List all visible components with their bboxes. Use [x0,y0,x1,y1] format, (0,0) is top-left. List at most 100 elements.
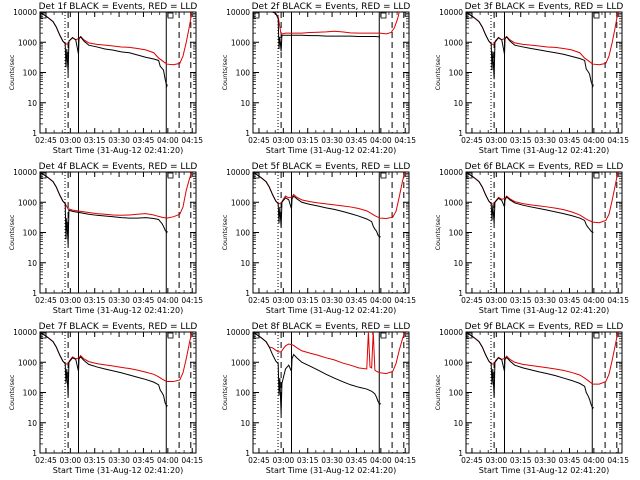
x-tick-label: 03:00 [486,296,508,305]
x-tick-label: 03:45 [346,296,368,305]
y-tick-label: 100 [449,229,464,238]
x-tick-label: 04:00 [370,136,392,145]
detector-panel: Det 8f BLACK = Events, RED = LLD 1 10 100 10… [221,322,416,475]
x-tick-label: 03:30 [321,456,343,465]
x-tick-label: 03:30 [108,136,130,145]
x-tick-label: 04:00 [583,136,605,145]
x-tick-label: 04:15 [607,296,629,305]
x-tick-label: 03:45 [133,456,155,465]
x-tick-label: 03:45 [133,136,155,145]
x-tick-label: 02:45 [461,136,483,145]
y-axis-label: Counts/sec [8,214,16,250]
x-tick-label: 03:30 [534,136,556,145]
x-tick-label: 04:00 [370,296,392,305]
y-tick-label: 10000 [226,168,250,177]
y-tick-label: 1000 [444,198,463,207]
y-tick-label: 100 [449,389,464,398]
y-tick-label: 10000 [13,168,37,177]
x-axis-label: Start Time (31-Aug-12 02:41:20) [479,306,610,315]
events-series-line [40,12,168,89]
corner-marker [40,332,47,339]
x-tick-label: 03:45 [346,456,368,465]
y-tick-label: 100 [23,389,38,398]
x-tick-label: 04:00 [157,136,179,145]
y-tick-label: 10 [453,259,463,268]
y-tick-label: 1000 [444,358,463,367]
detector-panel: Det 2f BLACK = Events, RED = LLD 1 10 100 10… [221,2,416,155]
x-tick-label: 03:30 [108,296,130,305]
y-tick-label: 10000 [439,328,463,337]
x-axis-label: Start Time (31-Aug-12 02:41:20) [266,306,397,315]
y-tick-label: 10 [453,419,463,428]
y-tick-label: 10000 [13,8,37,17]
x-tick-label: 02:45 [248,296,270,305]
lld-series-line [466,172,619,224]
x-tick-label: 03:15 [84,136,106,145]
y-tick-label: 1 [32,289,37,298]
y-tick-label: 1 [458,289,463,298]
corner-marker [466,12,473,19]
lld-series-line [253,172,406,220]
y-tick-label: 10 [240,259,250,268]
y-tick-label: 10000 [439,8,463,17]
lld-series-line [466,12,619,66]
panel-title: Det 4f BLACK = Events, RED = LLD [39,162,198,172]
y-axis-label: Counts/sec [434,214,442,250]
y-tick-label: 10 [27,99,37,108]
y-tick-label: 10 [240,419,250,428]
y-tick-label: 1 [245,449,250,458]
x-tick-label: 03:00 [273,296,295,305]
y-tick-label: 1 [458,129,463,138]
events-series-line [253,172,381,238]
y-tick-label: 1000 [231,358,250,367]
y-tick-label: 100 [236,389,251,398]
corner-marker [466,172,473,179]
x-tick-label: 03:00 [273,136,295,145]
y-tick-label: 100 [449,69,464,78]
x-tick-label: 03:15 [510,456,532,465]
lld-series-line [40,332,193,383]
plot-frame [39,11,197,134]
x-tick-label: 03:00 [486,456,508,465]
y-axis-label: Counts/sec [434,54,442,90]
x-axis-label: Start Time (31-Aug-12 02:41:20) [53,146,184,155]
x-tick-label: 03:45 [559,296,581,305]
x-tick-label: 03:45 [133,296,155,305]
x-axis-label: Start Time (31-Aug-12 02:41:20) [266,146,397,155]
corner-marker [40,12,47,19]
x-tick-label: 04:00 [583,456,605,465]
x-tick-label: 03:15 [510,296,532,305]
y-axis-label: Counts/sec [221,54,229,90]
x-tick-label: 03:30 [321,136,343,145]
x-tick-label: 02:45 [248,136,270,145]
y-tick-label: 10 [240,99,250,108]
y-tick-label: 100 [236,69,251,78]
corner-marker [466,332,473,339]
x-tick-label: 03:30 [108,456,130,465]
events-series-line [466,12,594,88]
detector-panel: Det 9f BLACK = Events, RED = LLD 1 10 100 10… [434,322,629,475]
plot-frame [39,331,197,454]
x-tick-label: 03:45 [346,136,368,145]
lld-series-line [40,172,193,219]
y-tick-label: 1 [245,129,250,138]
y-tick-label: 100 [23,69,38,78]
corner-marker [380,172,387,179]
y-tick-label: 10 [27,259,37,268]
x-tick-label: 04:15 [394,296,416,305]
y-tick-label: 10000 [13,328,37,337]
y-tick-label: 1000 [18,198,37,207]
panel-title: Det 2f BLACK = Events, RED = LLD [252,2,411,12]
detector-panel: Det 5f BLACK = Events, RED = LLD 1 10 100 10… [221,162,416,315]
detector-panel: Det 7f BLACK = Events, RED = LLD 1 10 100 10… [8,322,203,475]
panel-title: Det 8f BLACK = Events, RED = LLD [252,322,411,332]
plot-frame [465,11,623,134]
lld-series-line [253,12,400,36]
panel-title: Det 5f BLACK = Events, RED = LLD [252,162,411,172]
panel-title: Det 3f BLACK = Events, RED = LLD [465,2,624,12]
x-tick-label: 03:30 [534,456,556,465]
x-tick-label: 04:15 [181,136,203,145]
x-tick-label: 03:15 [510,136,532,145]
x-tick-label: 03:00 [273,456,295,465]
